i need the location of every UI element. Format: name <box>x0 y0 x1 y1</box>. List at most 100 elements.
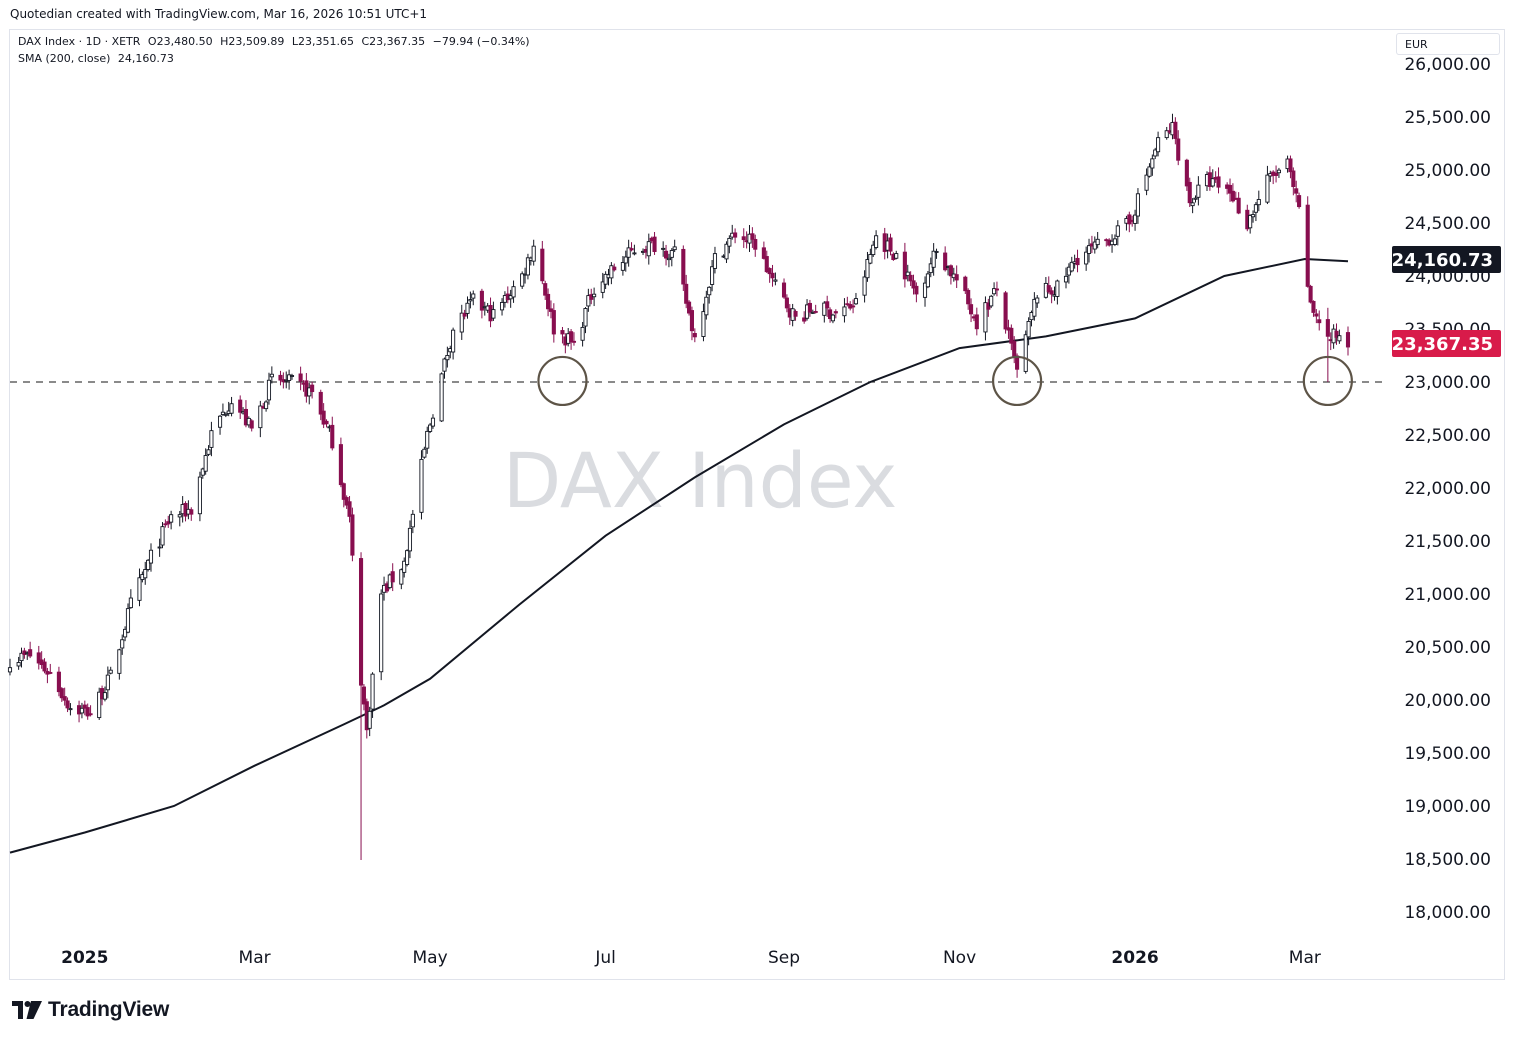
y-axis-tick-label: 22,500.00 <box>1404 426 1491 446</box>
candle-body <box>445 354 450 361</box>
currency-selector[interactable]: EUR <box>1396 33 1500 55</box>
candle <box>666 253 671 268</box>
candle-body <box>531 245 536 262</box>
tradingview-logo[interactable]: TradingView <box>12 998 169 1022</box>
candle-body <box>750 233 755 240</box>
candle-body <box>1236 197 1241 214</box>
candle-body <box>367 710 372 729</box>
candle-body <box>428 424 433 432</box>
candle <box>428 422 433 434</box>
candle-body <box>68 708 73 711</box>
candle <box>1063 267 1069 289</box>
candle <box>1276 167 1281 178</box>
candle <box>781 278 787 299</box>
indicator-legend[interactable]: SMA (200, close) 24,160.73 <box>18 52 178 65</box>
candle <box>646 233 651 265</box>
candle <box>692 328 697 343</box>
candle <box>983 296 988 341</box>
y-axis-tick-label: 24,500.00 <box>1404 214 1491 234</box>
candle-body <box>1095 238 1100 246</box>
candle <box>220 403 225 416</box>
candle <box>989 294 994 309</box>
candle-body <box>278 374 283 381</box>
candle-body <box>701 311 706 337</box>
candle <box>822 301 827 323</box>
candle-body <box>1147 166 1152 177</box>
x-axis-tick-label: Mar <box>239 948 271 968</box>
x-axis-tick-label: 2025 <box>61 948 108 968</box>
candle-body <box>1023 334 1028 372</box>
candle <box>724 241 729 264</box>
candle-body <box>36 652 41 664</box>
candle-body <box>1334 330 1339 338</box>
y-axis-tick-label: 18,500.00 <box>1404 850 1491 870</box>
candle-body <box>499 302 505 311</box>
candle-body <box>1075 257 1080 266</box>
candle-body <box>1173 121 1178 139</box>
candle <box>874 230 879 250</box>
candle <box>1144 168 1149 196</box>
candle <box>451 327 456 360</box>
candle <box>350 507 355 562</box>
candle <box>1236 192 1241 215</box>
candle-body <box>1046 285 1051 293</box>
candle-body <box>1184 159 1189 187</box>
candle <box>853 292 859 305</box>
open-value: O23,480.50 <box>147 35 213 48</box>
candle-body <box>1069 261 1074 272</box>
candle <box>169 510 174 530</box>
candle-body <box>16 662 21 667</box>
candle-body <box>200 468 205 476</box>
candle-body <box>120 639 125 649</box>
candle-body <box>108 669 113 674</box>
candle <box>1112 234 1117 247</box>
candle-body <box>1127 214 1132 225</box>
candle-body <box>59 688 64 699</box>
candle-body <box>802 317 807 322</box>
candle-body <box>525 257 530 276</box>
y-axis-tick-label: 19,500.00 <box>1404 744 1491 764</box>
candle-body <box>1112 238 1117 245</box>
candle <box>908 271 913 286</box>
candle-body <box>471 293 476 299</box>
candle <box>992 282 997 296</box>
candle-body <box>1325 319 1330 337</box>
candle-body <box>583 308 588 327</box>
candle <box>1035 295 1040 308</box>
candle-body <box>206 449 211 455</box>
candle <box>943 246 948 272</box>
candle <box>243 400 248 428</box>
candle <box>612 263 617 272</box>
candle <box>1250 210 1256 223</box>
candle <box>102 686 108 702</box>
low-value: L23,351.65 <box>291 35 354 48</box>
candle <box>442 357 447 379</box>
candle <box>966 288 971 310</box>
candle-body <box>123 628 128 638</box>
candle <box>761 241 766 260</box>
candle <box>347 496 352 523</box>
candle <box>626 239 631 267</box>
y-axis-tick-label: 25,000.00 <box>1404 161 1491 181</box>
symbol-legend[interactable]: DAX Index · 1D · XETR O23,480.50 H23,509… <box>18 35 534 48</box>
candle <box>1294 180 1299 203</box>
candle <box>379 589 384 681</box>
candle-body <box>407 527 413 552</box>
candle-body <box>546 293 551 310</box>
candle <box>287 369 292 390</box>
candle-body <box>402 560 407 573</box>
candle-body <box>197 476 202 515</box>
candle-body <box>203 455 208 472</box>
candle <box>1248 214 1253 234</box>
candle <box>82 700 87 716</box>
candle <box>954 265 959 288</box>
candle <box>1271 170 1276 185</box>
candle-body <box>1187 181 1192 204</box>
sma-200-line <box>9 257 1349 854</box>
candle <box>689 306 694 341</box>
candle <box>1337 329 1342 344</box>
candle <box>1265 165 1270 205</box>
candle <box>1049 287 1054 304</box>
candle <box>223 412 228 418</box>
